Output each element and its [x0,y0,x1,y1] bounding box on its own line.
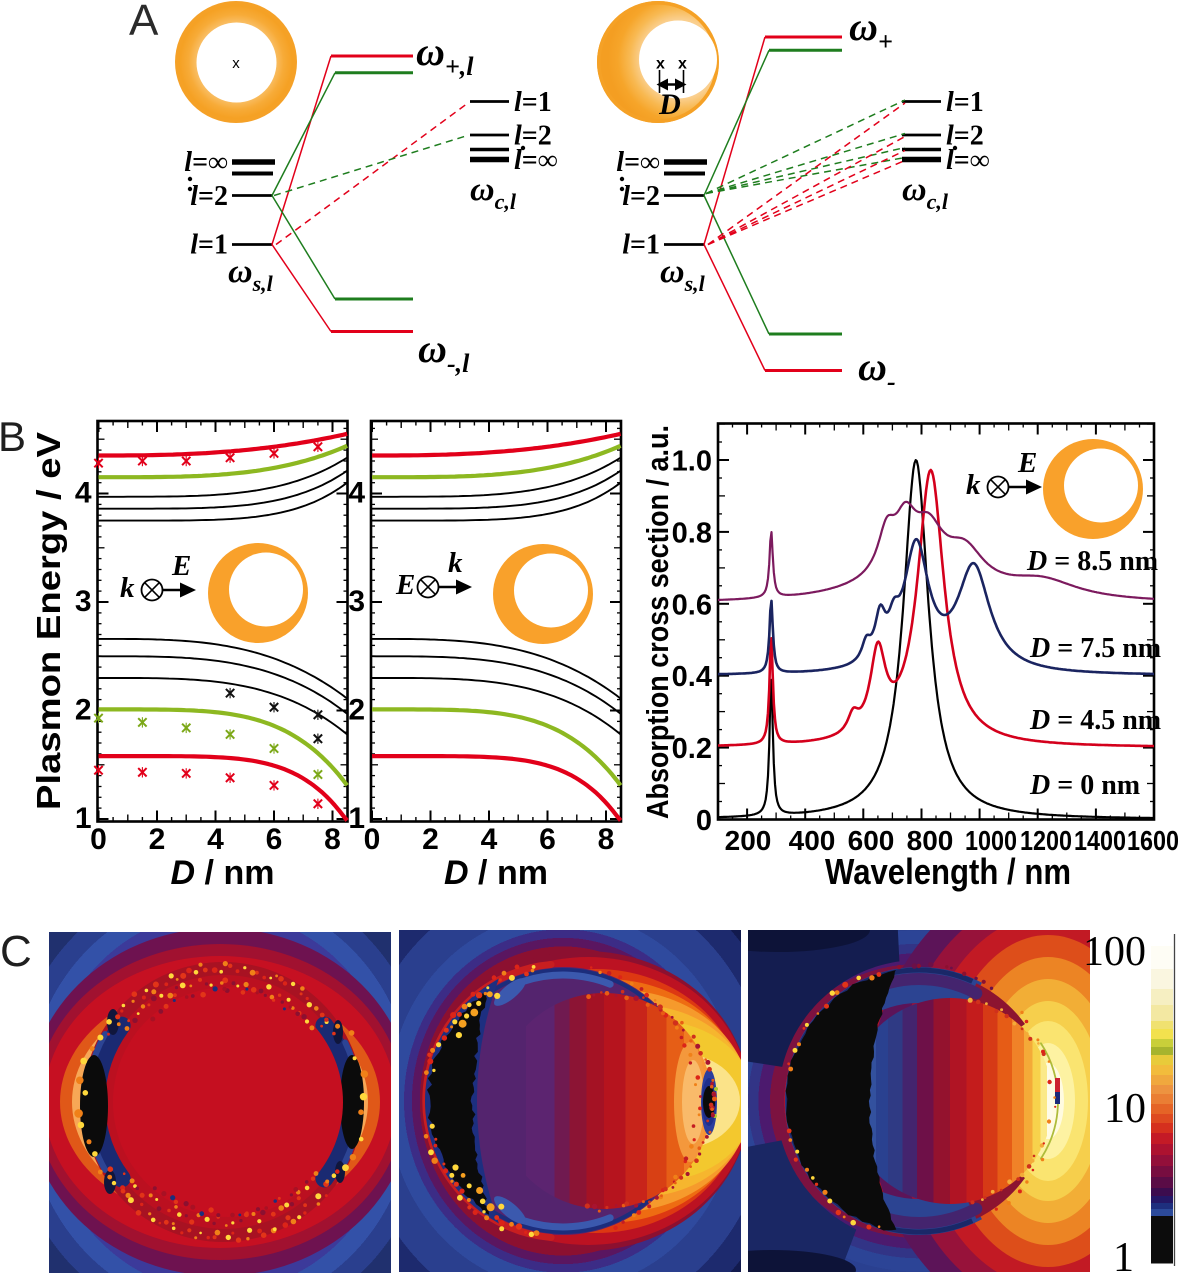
svg-text:4: 4 [75,477,92,510]
svg-text:D = 8.5 nm: D = 8.5 nm [1026,546,1158,577]
svg-text:1000: 1000 [965,825,1017,856]
svg-text:10: 10 [1104,1086,1146,1132]
svg-text:3: 3 [348,585,365,618]
svg-text:k: k [966,469,981,501]
svg-text:l=1: l=1 [946,87,984,118]
svg-text:1200: 1200 [1020,825,1072,856]
svg-text:l=1: l=1 [622,230,660,261]
svg-text:x: x [232,55,240,72]
svg-text:1.0: 1.0 [672,446,712,478]
svg-text:D: D [658,88,681,121]
svg-text:800: 800 [907,825,954,856]
svg-text:l=∞: l=∞ [616,147,660,178]
svg-text:C: C [0,927,32,976]
svg-text:E: E [1017,447,1037,479]
svg-text:1: 1 [348,802,365,835]
svg-text:k: k [448,547,463,579]
svg-text:0.4: 0.4 [672,661,712,693]
svg-text:3: 3 [75,585,92,618]
svg-text:l=∞: l=∞ [946,145,990,176]
svg-text:1400: 1400 [1074,825,1126,856]
svg-text:2: 2 [149,823,166,856]
svg-text:D = 0 nm: D = 0 nm [1029,770,1140,801]
svg-text:1: 1 [1113,1235,1134,1280]
svg-text:1600: 1600 [1127,825,1178,856]
svg-text:D = 7.5 nm: D = 7.5 nm [1029,633,1161,664]
svg-text:0: 0 [90,823,107,856]
svg-text:2: 2 [75,694,92,727]
svg-text:Wavelength / nm: Wavelength / nm [825,851,1071,892]
svg-text:0.8: 0.8 [672,517,712,549]
svg-text:l=2: l=2 [514,121,552,152]
svg-text:E: E [171,550,191,582]
svg-text:8: 8 [598,823,615,856]
svg-text:B: B [0,413,26,460]
svg-text:l=∞: l=∞ [184,147,228,178]
svg-text:400: 400 [789,825,836,856]
svg-text:x: x [678,56,687,73]
svg-text:6: 6 [539,823,556,856]
svg-text:4: 4 [481,823,498,856]
svg-text:1: 1 [75,802,92,835]
svg-text:Plasmon Energy / eV: Plasmon Energy / eV [30,432,67,810]
svg-text:Absorption cross section / a.u: Absorption cross section / a.u. [640,425,675,819]
svg-text:k: k [120,572,135,604]
svg-text:0.2: 0.2 [672,733,712,765]
svg-text:4: 4 [348,477,365,510]
svg-text:200: 200 [725,825,772,856]
svg-text:l=1: l=1 [190,230,228,261]
svg-text:l=2: l=2 [190,181,228,212]
svg-text:l=1: l=1 [514,87,552,118]
svg-text:0.6: 0.6 [672,589,712,621]
svg-text:D / nm: D / nm [444,854,548,892]
svg-text:6: 6 [266,823,283,856]
svg-text:0: 0 [364,823,381,856]
svg-text:4: 4 [207,823,224,856]
svg-text:0: 0 [696,805,712,837]
svg-text:100: 100 [1083,929,1146,975]
svg-text:D = 4.5 nm: D = 4.5 nm [1029,705,1161,736]
svg-text:l=2: l=2 [622,181,660,212]
svg-text:D / nm: D / nm [171,854,275,892]
svg-text:l=∞: l=∞ [514,145,558,176]
svg-text:l=2: l=2 [946,121,984,152]
svg-text:x: x [656,56,665,73]
svg-text:A: A [129,0,159,45]
svg-text:600: 600 [848,825,895,856]
svg-text:E: E [395,569,415,601]
svg-text:2: 2 [422,823,439,856]
svg-text:8: 8 [324,823,341,856]
svg-text:2: 2 [348,694,365,727]
